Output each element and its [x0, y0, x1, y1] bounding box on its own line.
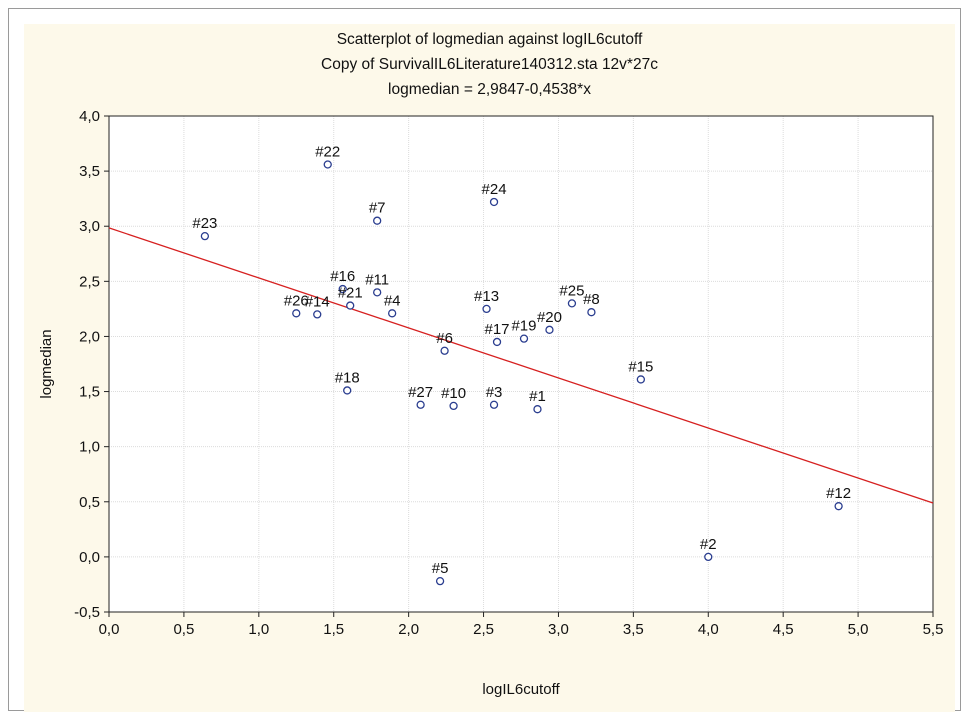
- data-point-label: #22: [315, 143, 340, 160]
- data-point: [200, 231, 210, 241]
- y-tick-label: 4,0: [79, 108, 100, 125]
- y-axis-title: logmedian: [38, 329, 55, 398]
- data-point: [482, 304, 491, 314]
- data-point-label: #23: [192, 215, 217, 232]
- x-tick-label: 0,0: [99, 621, 120, 638]
- x-tick-label: 2,0: [398, 621, 419, 638]
- y-tick-label: 0,0: [79, 549, 100, 566]
- data-point-label: #4: [384, 292, 401, 309]
- chart-panel: Scatterplot of logmedian against logIL6c…: [24, 24, 955, 712]
- data-point: [492, 337, 502, 347]
- chart-subtitle: Copy of SurvivalIL6Literature140312.sta …: [321, 56, 658, 73]
- data-point: [373, 288, 382, 297]
- y-tick-label: 1,5: [79, 384, 100, 401]
- x-tick-label: 1,5: [323, 621, 344, 638]
- data-point-label: #11: [365, 271, 389, 288]
- data-point: [519, 334, 529, 343]
- y-tick-label: 2,5: [79, 273, 100, 290]
- data-point-label: #15: [628, 358, 653, 375]
- data-point: [323, 160, 332, 169]
- data-point-label: #3: [486, 384, 503, 401]
- data-point-label: #10: [441, 385, 466, 402]
- data-point-label: #25: [559, 282, 584, 299]
- data-point: [416, 400, 425, 409]
- regression-line: [108, 227, 934, 504]
- data-point-label: #26: [284, 292, 309, 309]
- data-point: [545, 325, 554, 334]
- data-point: [489, 197, 499, 207]
- data-point-label: #1: [529, 388, 546, 405]
- data-point: [489, 400, 499, 409]
- data-point-label: #18: [335, 369, 360, 386]
- plot-border: [108, 115, 934, 613]
- scatter-plot: 0,0 0,5 1,0 1,5 2,0 2,5 3,0 3,5 4,0 4,5 5,0 5,5 -0,5…: [38, 108, 944, 698]
- data-point-label: #20: [537, 309, 562, 326]
- data-point-label: #13: [474, 288, 499, 305]
- x-tick-label: 3,0: [548, 621, 569, 638]
- data-point-label: #5: [432, 560, 449, 577]
- data-point: [587, 308, 596, 317]
- y-tick-label: 2,0: [79, 328, 100, 345]
- data-point: [373, 216, 382, 225]
- x-tick-label: 4,5: [773, 621, 794, 638]
- y-tick-label: 3,0: [79, 218, 100, 235]
- plot-area: [109, 116, 933, 612]
- regression-equation: logmedian = 2,9847-0,4538*x: [388, 81, 591, 98]
- data-point-label: #17: [485, 321, 510, 338]
- data-point: [313, 310, 322, 319]
- data-point-label: #16: [330, 268, 355, 285]
- data-point-label: #6: [436, 330, 453, 347]
- data-point: [704, 552, 713, 562]
- data-point: [346, 301, 355, 310]
- data-point: [636, 375, 646, 384]
- y-tick-label: 3,5: [79, 163, 100, 180]
- data-point-label: #19: [511, 318, 536, 335]
- x-tick-label: 3,5: [623, 621, 644, 638]
- data-point-label: #27: [408, 384, 433, 401]
- chart-title: Scatterplot of logmedian against logIL6c…: [336, 31, 643, 48]
- x-tick-label: 4,0: [698, 621, 719, 638]
- data-point: [292, 309, 301, 318]
- x-tick-label: 2,5: [473, 621, 494, 638]
- x-tick-label: 0,5: [173, 621, 194, 638]
- x-axis-title: logIL6cutoff: [482, 681, 560, 698]
- data-point: [834, 502, 843, 511]
- data-point-label: #24: [482, 181, 507, 198]
- data-point-label: #14: [305, 293, 330, 310]
- data-point: [388, 309, 397, 318]
- data-point: [533, 405, 542, 414]
- data-point: [435, 576, 445, 586]
- data-point: [343, 386, 352, 395]
- data-point-label: #2: [700, 536, 717, 553]
- y-tick-label: -0,5: [74, 604, 100, 621]
- data-point-label: #7: [369, 200, 386, 217]
- y-tick-label: 1,0: [79, 439, 100, 456]
- data-point-label: #12: [826, 485, 851, 502]
- data-point: [567, 299, 577, 308]
- x-tick-label: 5,5: [923, 621, 944, 638]
- x-tick-label: 5,0: [848, 621, 869, 638]
- x-tick-label: 1,0: [248, 621, 269, 638]
- data-point-label: #21: [338, 285, 363, 302]
- data-point: [440, 346, 449, 355]
- y-tick-label: 0,5: [79, 494, 100, 511]
- data-point: [449, 401, 458, 411]
- data-point-label: #8: [583, 291, 600, 308]
- data-point: [338, 284, 347, 294]
